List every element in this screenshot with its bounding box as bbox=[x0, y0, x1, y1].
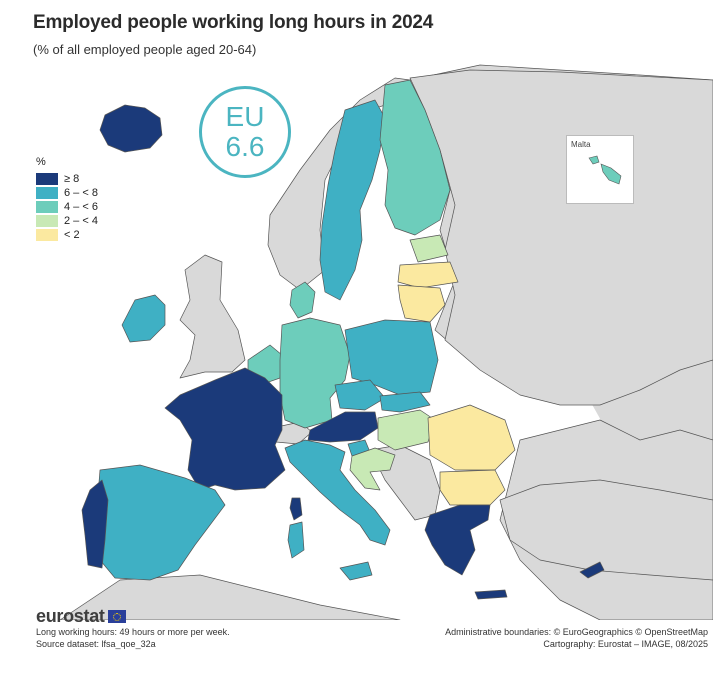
map-czechia bbox=[334, 379, 386, 411]
malta-label: Malta bbox=[571, 140, 591, 149]
legend-label: 6 – < 8 bbox=[64, 186, 98, 199]
map-hungary bbox=[377, 409, 436, 451]
legend-swatch bbox=[36, 200, 58, 213]
map-france bbox=[164, 367, 286, 491]
malta-main-island bbox=[600, 163, 622, 185]
legend-swatch bbox=[36, 228, 58, 241]
legend-swatch bbox=[36, 214, 58, 227]
eurostat-logo: eurostat bbox=[36, 606, 126, 627]
definition-note: Long working hours: 49 hours or more per… bbox=[36, 627, 230, 637]
legend: % ≥ 8 6 – < 8 4 – < 6 2 – < 4 < 2 bbox=[36, 156, 98, 242]
map-slovakia bbox=[379, 391, 431, 413]
map-germany bbox=[279, 317, 351, 429]
map-crete bbox=[474, 589, 508, 600]
cartography-credit: Cartography: Eurostat – IMAGE, 08/2025 bbox=[543, 639, 708, 649]
legend-unit: % bbox=[36, 156, 46, 168]
legend-swatch bbox=[36, 172, 58, 185]
map-subtitle: (% of all employed people aged 20-64) bbox=[33, 42, 257, 57]
legend-item: 4 – < 6 bbox=[36, 200, 98, 213]
map-non-eu-turkey bbox=[499, 479, 713, 581]
map-finland bbox=[379, 79, 451, 236]
legend-item: 2 – < 4 bbox=[36, 214, 98, 227]
malta-map bbox=[588, 155, 622, 185]
legend-label: < 2 bbox=[64, 228, 80, 241]
malta-island bbox=[588, 155, 600, 165]
map-bulgaria bbox=[439, 469, 506, 506]
legend-swatch bbox=[36, 186, 58, 199]
eu-average-badge: EU 6.6 bbox=[199, 86, 291, 178]
logo-text: eurostat bbox=[36, 606, 105, 626]
map-greece bbox=[424, 504, 491, 576]
eu-value: 6.6 bbox=[225, 131, 265, 162]
map-italy bbox=[284, 439, 391, 546]
map-non-eu-africa bbox=[59, 574, 401, 620]
legend-item: < 2 bbox=[36, 228, 98, 241]
map-estonia bbox=[409, 234, 449, 263]
legend-item: 6 – < 8 bbox=[36, 186, 98, 199]
map-title: Employed people working long hours in 20… bbox=[33, 12, 434, 33]
map-ireland bbox=[121, 294, 166, 343]
map-sardinia bbox=[287, 521, 305, 559]
legend-item: ≥ 8 bbox=[36, 172, 98, 185]
map-non-eu-uk bbox=[179, 254, 246, 379]
legend-label: ≥ 8 bbox=[64, 172, 80, 185]
legend-label: 2 – < 4 bbox=[64, 214, 98, 227]
map-sicily bbox=[339, 561, 373, 581]
map-denmark bbox=[289, 281, 316, 319]
malta-inset: Malta bbox=[566, 135, 634, 204]
map-austria bbox=[307, 411, 379, 443]
map-romania bbox=[427, 404, 516, 471]
europe-map bbox=[59, 64, 713, 620]
map-iceland bbox=[99, 104, 163, 153]
map-lithuania bbox=[397, 284, 446, 323]
legend-label: 4 – < 6 bbox=[64, 200, 98, 213]
map-croatia bbox=[349, 447, 396, 491]
source-note: Source dataset: lfsa_qoe_32a bbox=[36, 639, 156, 649]
map-portugal bbox=[81, 479, 109, 569]
map-non-eu-russia-belarus-ukraine bbox=[409, 69, 713, 406]
map-cyprus bbox=[579, 561, 605, 579]
eu-flag-icon bbox=[107, 610, 126, 623]
eu-label: EU bbox=[225, 101, 265, 132]
map-poland bbox=[344, 319, 439, 396]
map-latvia bbox=[397, 261, 459, 289]
map-corsica bbox=[289, 497, 303, 521]
boundaries-credit: Administrative boundaries: © EuroGeograp… bbox=[445, 627, 708, 637]
